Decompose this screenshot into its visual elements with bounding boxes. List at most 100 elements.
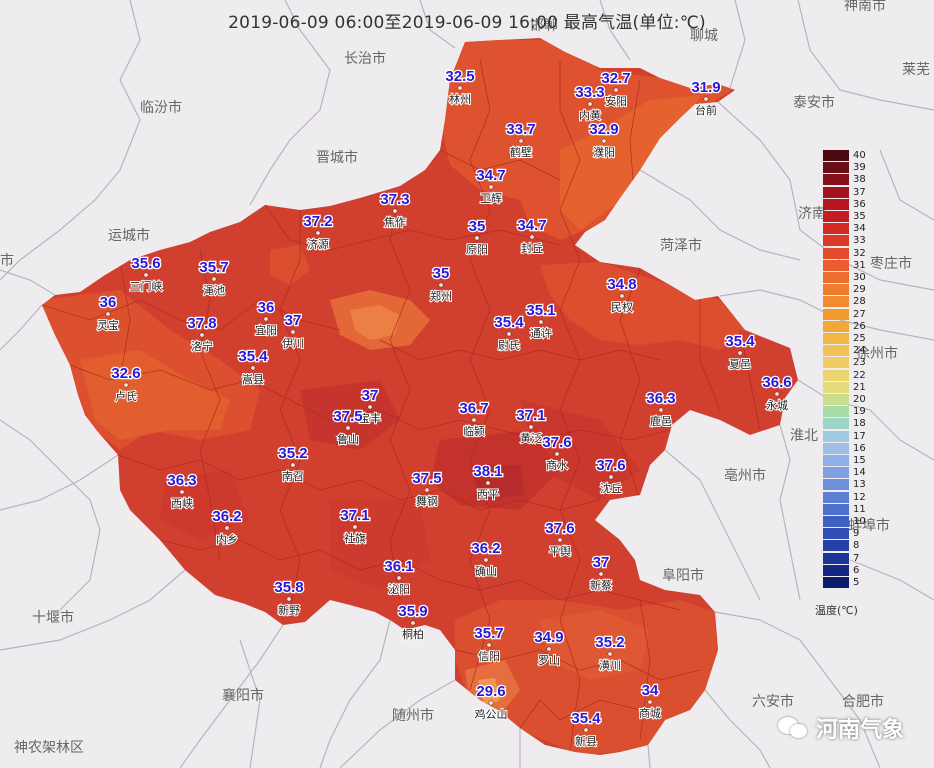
legend-label: 31 <box>853 259 866 271</box>
station-value: 37 <box>285 312 302 329</box>
legend-swatch <box>823 430 849 442</box>
station: 35.4 尉氏 <box>493 313 525 353</box>
label-shiyan: 十堰市 <box>32 609 74 625</box>
station-dot <box>529 234 535 240</box>
legend-label: 40 <box>853 150 866 161</box>
legend-label: 28 <box>853 296 866 308</box>
label-fuyang: 阜阳市 <box>662 567 704 583</box>
legend-swatch <box>823 211 849 222</box>
station-name: 西峡 <box>171 496 193 510</box>
station-value: 37.6 <box>542 434 571 451</box>
legend-swatch <box>823 418 849 430</box>
legend-swatch <box>823 272 849 283</box>
station: 36.3 西峡 <box>166 471 198 511</box>
legend-label: 14 <box>853 467 866 479</box>
legend-swatch <box>823 333 849 344</box>
station: 35.2 南召 <box>277 444 309 484</box>
legend-swatch <box>823 455 849 466</box>
legend-swatch <box>823 467 849 479</box>
station-name: 泌阳 <box>388 583 410 596</box>
legend-label: 8 <box>853 540 860 552</box>
station-value: 35.4 <box>725 333 755 350</box>
legend-label: 6 <box>853 564 860 576</box>
legend-swatch <box>823 296 849 308</box>
station: 35.2 潢川 <box>594 633 626 673</box>
legend-label: 19 <box>853 406 866 418</box>
station: 37.3 焦作 <box>379 190 411 230</box>
station-dot <box>488 184 494 190</box>
station-name: 社旗 <box>344 531 366 545</box>
station-dot <box>123 382 129 388</box>
station-dot <box>179 489 185 495</box>
legend-swatch <box>823 308 849 320</box>
station: 34.7 封丘 <box>516 216 548 256</box>
station-name: 沈丘 <box>600 481 622 495</box>
station-value: 32.5 <box>445 68 474 85</box>
station-dot <box>486 642 492 648</box>
station: 38.1 西平 <box>472 462 504 502</box>
station-name: 宝丰 <box>359 411 381 425</box>
station-dot <box>619 293 625 299</box>
station: 34 商城 <box>638 681 662 721</box>
station-name: 尉氏 <box>498 338 520 352</box>
station-name: 鹿邑 <box>650 414 672 428</box>
station: 37 宝丰 <box>358 386 382 426</box>
legend-label: 17 <box>853 430 866 442</box>
label-laiwu: 莱芜 <box>902 61 930 77</box>
legend-swatch <box>823 150 849 161</box>
station-value: 36.3 <box>646 390 675 407</box>
station: 31.9 台前 <box>690 78 722 118</box>
station-value: 35 <box>469 218 486 235</box>
station-name: 鲁山 <box>337 432 359 446</box>
label-luan: 六安市 <box>752 693 794 709</box>
station-dot <box>410 620 416 626</box>
station-dot <box>286 596 292 602</box>
legend-swatch <box>823 564 849 576</box>
legend-label: 12 <box>853 491 866 503</box>
legend-swatch <box>823 516 849 527</box>
station-value: 34 <box>642 682 659 699</box>
station-dot <box>290 462 296 468</box>
station-value: 32.9 <box>589 121 618 138</box>
legend-label: 37 <box>853 186 866 198</box>
station-dot <box>483 557 489 563</box>
station: 37.8 洛宁 <box>186 314 218 354</box>
station-value: 36 <box>258 299 275 316</box>
station-name: 焦作 <box>384 216 406 229</box>
station-dot <box>352 524 358 530</box>
station: 36.3 鹿邑 <box>645 389 677 429</box>
station-value: 35.2 <box>595 634 624 651</box>
station-dot <box>438 282 444 288</box>
legend-label: 16 <box>853 442 866 454</box>
legend-label: 22 <box>853 369 866 381</box>
legend-swatch <box>823 247 849 259</box>
legend-label: 35 <box>853 211 866 222</box>
station-name: 原阳 <box>466 243 488 256</box>
label-handan: 邯郸 <box>530 17 558 33</box>
station: 36 宜阳 <box>254 298 278 338</box>
station-value: 37 <box>362 387 379 404</box>
label-bozhou: 亳州市 <box>724 467 766 483</box>
label-huaibei: 淮北 <box>790 427 818 443</box>
station-name: 新蔡 <box>590 578 612 592</box>
station-dot <box>345 425 351 431</box>
station: 37.6 平舆 <box>544 519 576 559</box>
station: 34.9 罗山 <box>533 628 565 668</box>
station-name: 商水 <box>546 458 568 472</box>
station-name: 永城 <box>766 398 788 412</box>
label-shennongjia: 神农架林区 <box>14 739 84 755</box>
legend-swatch <box>823 357 849 369</box>
station: 35.7 渑池 <box>198 258 230 298</box>
station-name: 桐柏 <box>402 627 424 641</box>
station-name: 嵩县 <box>242 373 264 386</box>
legend-label: 32 <box>853 247 866 259</box>
station-dot <box>224 525 230 531</box>
station: 32.7 安阳 <box>600 69 632 109</box>
label-bengbu: 蚌埠市 <box>848 517 890 533</box>
station: 35.4 嵩县 <box>237 347 269 387</box>
station: 32.6 卢氏 <box>110 364 142 404</box>
station-value: 36.6 <box>762 374 791 391</box>
station: 37 新蔡 <box>589 553 613 593</box>
legend-swatch <box>823 198 849 210</box>
station: 35.4 新县 <box>570 709 602 749</box>
